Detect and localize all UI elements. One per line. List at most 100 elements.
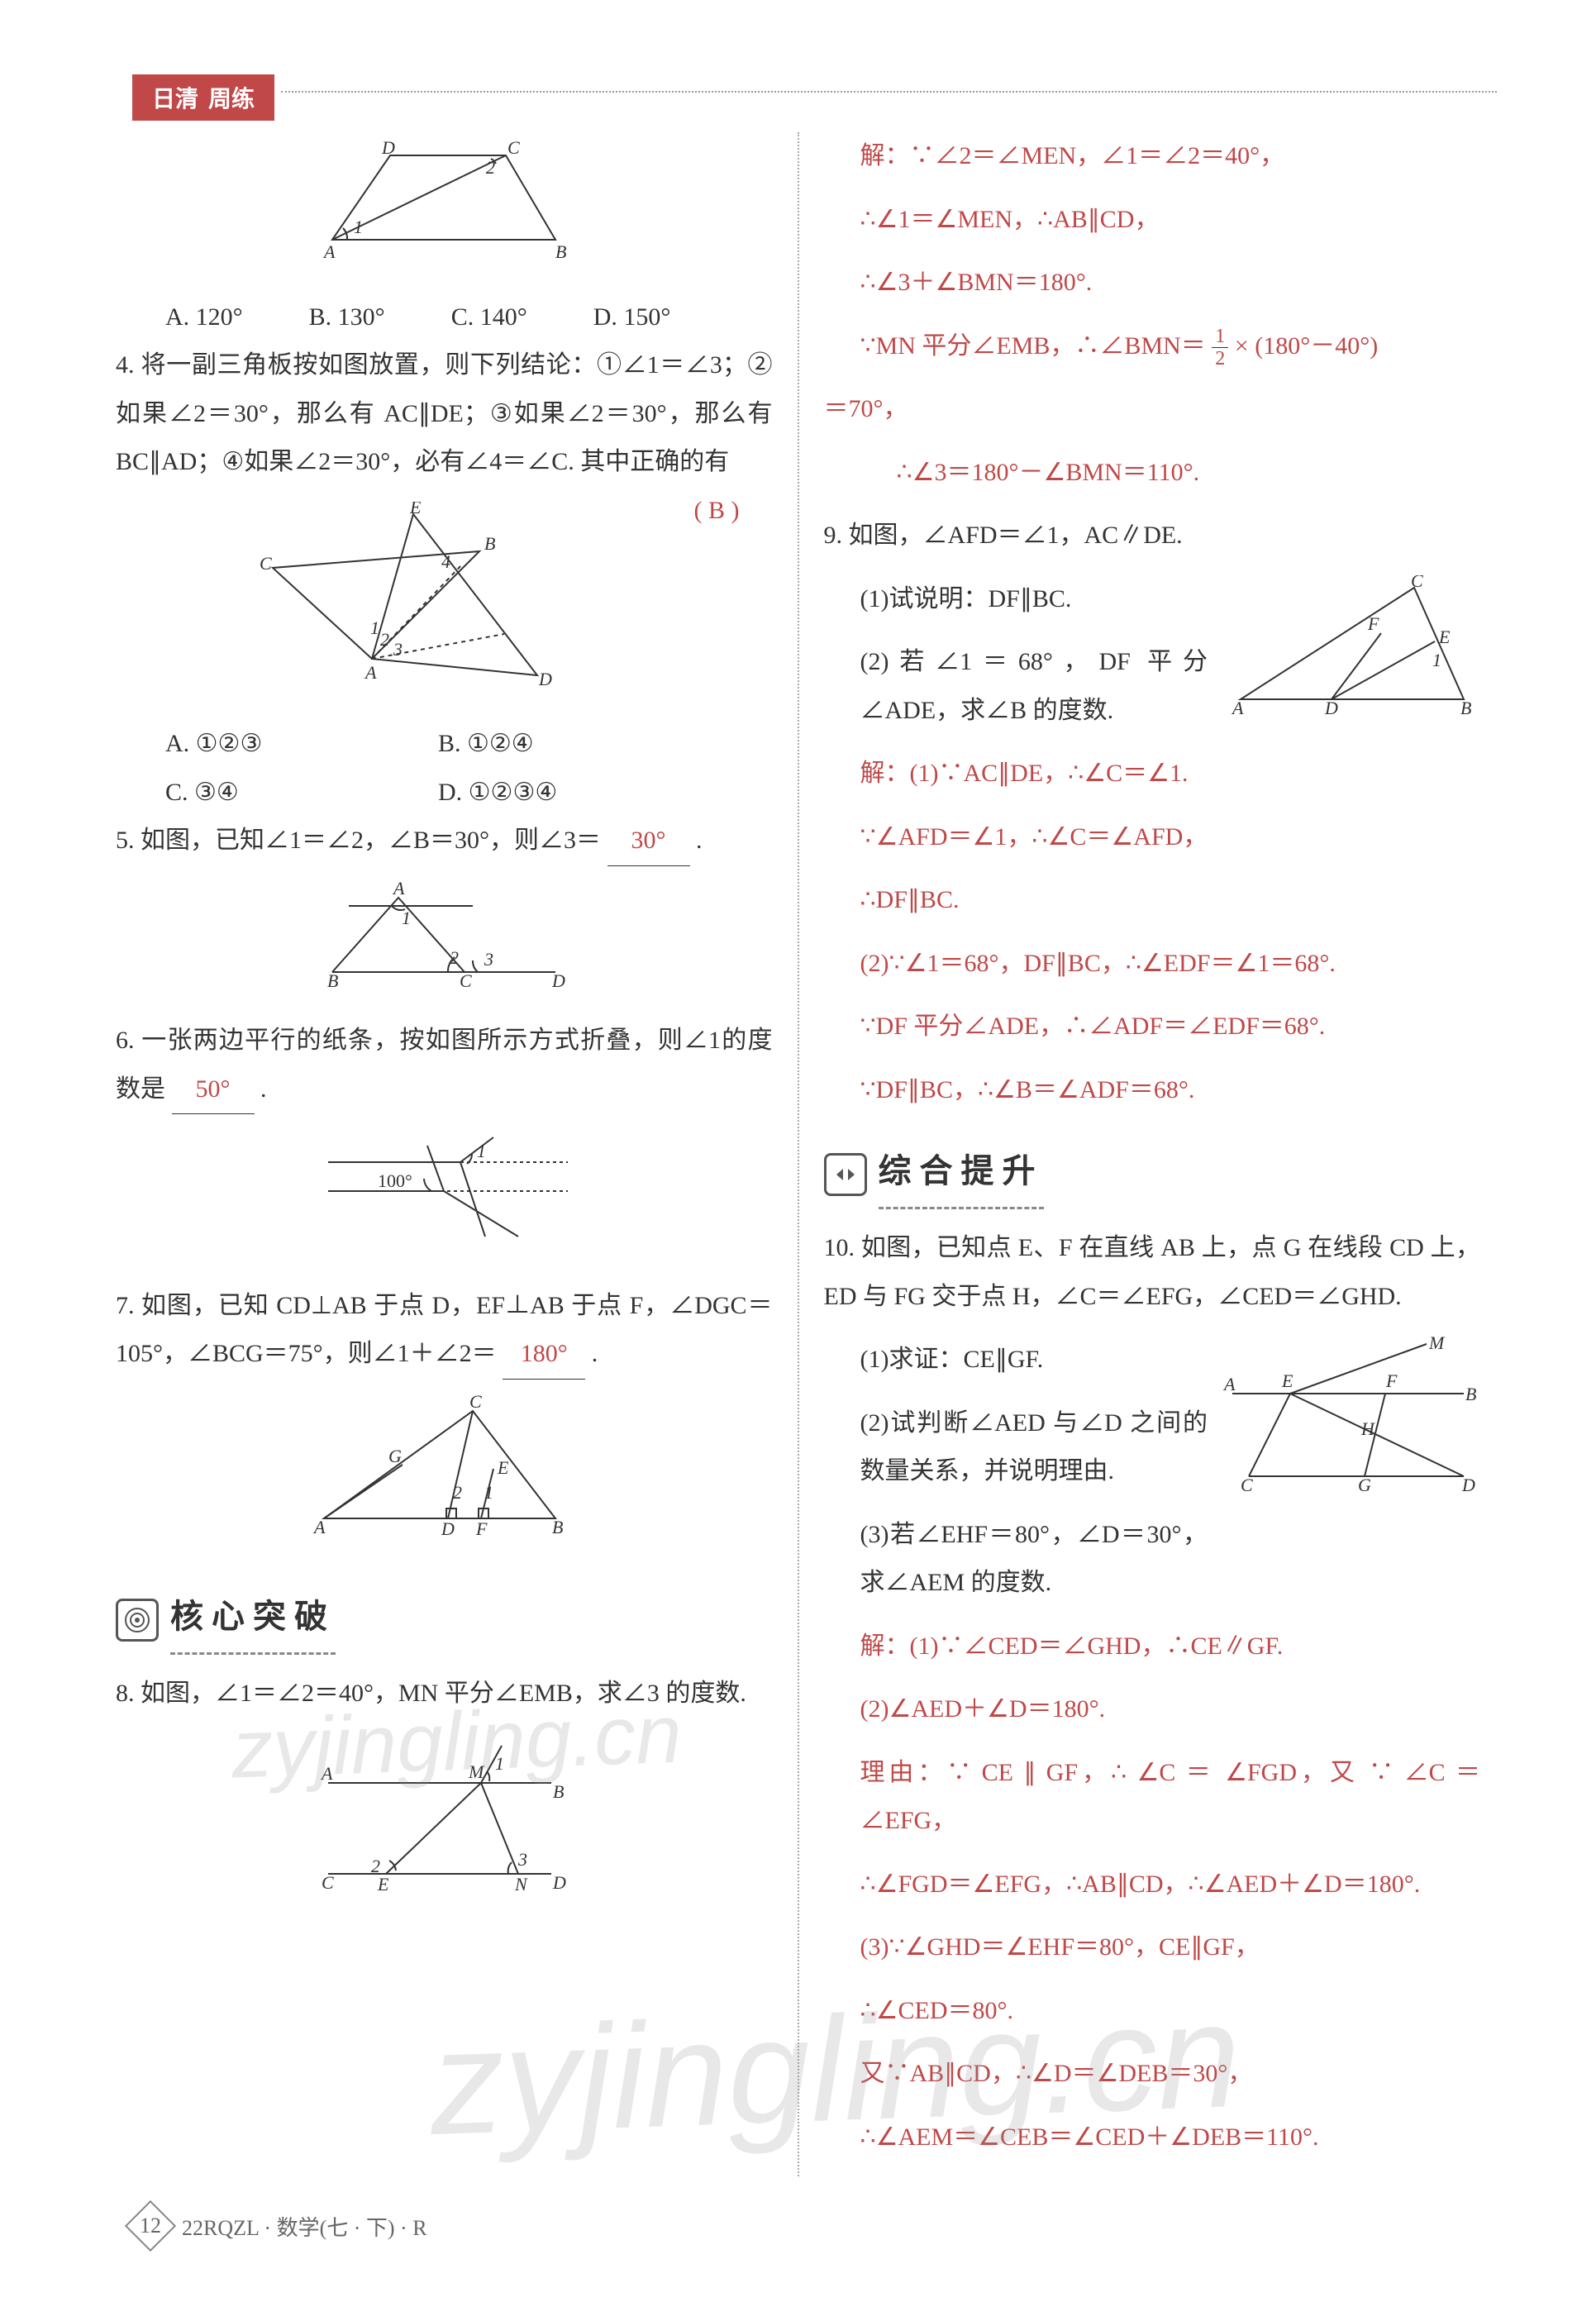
svg-text:4: 4 [441, 551, 450, 572]
q9-sol-6: ∵DF∥BC，∴∠B＝∠ADF＝68°. [824, 1066, 1481, 1115]
svg-text:2: 2 [371, 1856, 380, 1876]
q7: 7. 如图，已知 CD⊥AB 于点 D，EF⊥AB 于点 F，∠DGC＝105°… [116, 1282, 773, 1380]
svg-text:100°: 100° [378, 1170, 412, 1191]
q8-sol-2: ∴∠1＝∠MEN，∴AB∥CD， [824, 196, 1481, 245]
q6-svg: 100° 1 [303, 1129, 584, 1253]
svg-text:D: D [1324, 698, 1338, 716]
svg-text:A: A [392, 881, 405, 898]
header-dotline [281, 91, 1497, 93]
left-column: A B C D 1 2 A. 120° B. 130° C. 140° D. 150°… [99, 132, 799, 2176]
q7-answer: 180° [503, 1330, 585, 1380]
q7-text: 7. 如图，已知 CD⊥AB 于点 D，EF⊥AB 于点 F，∠DGC＝105°… [116, 1292, 773, 1368]
q5-text: 5. 如图，已知∠1＝∠2，∠B＝30°，则∠3＝ [116, 827, 601, 854]
svg-text:1: 1 [477, 1141, 486, 1161]
q8-diagram: AB CD EM N 1 2 3 [116, 1733, 773, 1916]
q4: 4. 将一副三角板按如图放置，则下列结论：①∠1＝∠3；②如果∠2＝30°，那么… [116, 341, 773, 487]
svg-text:D: D [538, 669, 552, 689]
svg-text:C: C [460, 970, 472, 989]
svg-text:2: 2 [450, 947, 459, 968]
q6: 6. 一张两边平行的纸条，按如图所示方式折叠，则∠1的度数是 50° . [116, 1017, 773, 1114]
svg-text:C: C [260, 553, 272, 574]
section-core: 核心突破 [116, 1585, 773, 1655]
q3-choices: A. 120° B. 130° C. 140° D. 150° [116, 293, 773, 342]
frac-num: 1 [1212, 326, 1228, 348]
svg-text:E: E [1281, 1370, 1293, 1391]
q4-choices-row2: C. ③④ D. ①②③④ [165, 769, 773, 817]
svg-text:D: D [551, 970, 565, 989]
svg-text:1: 1 [354, 217, 363, 237]
svg-text:1: 1 [402, 908, 411, 928]
svg-text:G: G [1358, 1475, 1371, 1493]
q7-diagram: AB CD EF G 21 [116, 1394, 773, 1561]
svg-text:F: F [475, 1518, 488, 1539]
q8-svg: AB CD EM N 1 2 3 [303, 1733, 584, 1899]
q6-suffix: . [260, 1075, 267, 1103]
svg-text:B: B [552, 1517, 563, 1537]
svg-text:B: B [327, 970, 338, 989]
svg-text:B: B [553, 1781, 564, 1802]
q4-choice-d: D. ①②③④ [438, 769, 711, 817]
q4-choice-a: A. ①②③ [165, 720, 438, 769]
q5-diagram: A B C D 1 2 3 [116, 881, 773, 1006]
frac-den: 2 [1212, 348, 1228, 369]
svg-text:1: 1 [495, 1753, 504, 1774]
q10-sol-7: 又∵AB∥CD，∴∠D＝∠DEB＝30°， [824, 2050, 1481, 2099]
q10-sol-2: (2)∠AED＋∠D＝180°. [824, 1685, 1481, 1734]
q10-block: AB CD EF GH M (1)求证：CE∥GF. (2)试判断∠AED 与∠… [824, 1336, 1481, 1623]
q9-diagram: AB CD EF 1 [1216, 575, 1480, 733]
arrows-icon [824, 1153, 867, 1196]
section-comp: 综合提升 [824, 1139, 1481, 1209]
q10-sol-4: ∴∠FGD＝∠EFG，∴AB∥CD，∴∠AED＋∠D＝180°. [824, 1861, 1481, 1909]
svg-text:B: B [1460, 698, 1471, 716]
svg-text:A: A [364, 662, 377, 683]
q9-sol-3: ∴DF∥BC. [824, 876, 1481, 925]
page: 日清 周练 AB CD 12 [0, 0, 1596, 2302]
q4-text: 4. 将一副三角板按如图放置，则下列结论：①∠1＝∠3；②如果∠2＝30°，那么… [116, 351, 773, 475]
svg-text:3: 3 [393, 639, 403, 660]
q9-block: AB CD EF 1 (1)试说明：DF∥BC. (2)若∠1＝68°，DF 平… [824, 575, 1481, 751]
svg-text:1: 1 [484, 1482, 493, 1503]
q8-sol-1: 解：∵∠2＝∠MEN，∠1＝∠2＝40°， [824, 132, 1481, 181]
header-badge: 日清 周练 [132, 74, 274, 121]
svg-text:A: A [322, 241, 336, 262]
q10-diagram: AB CD EF GH M [1216, 1336, 1480, 1510]
q10-sol-1: 解：(1)∵∠CED＝∠GHD，∴CE∥GF. [824, 1623, 1481, 1671]
q9-sol-1: 解：(1)∵AC∥DE，∴∠C＝∠1. [824, 750, 1481, 798]
svg-text:C: C [1411, 575, 1423, 591]
svg-text:M: M [468, 1761, 485, 1782]
svg-text:E: E [409, 502, 422, 517]
section-comp-title: 综合提升 [879, 1139, 1044, 1209]
q10-sol-8: ∴∠AEM＝∠CEB＝∠CED＋∠DEB＝110°. [824, 2114, 1481, 2162]
q9-sol-2: ∵∠AFD＝∠1，∴∠C＝∠AFD， [824, 813, 1481, 862]
section-core-title: 核心突破 [170, 1585, 336, 1655]
q4-answer: ( B ) [694, 487, 740, 536]
q3-diagram: AB CD 12 [116, 141, 773, 282]
q7-svg: AB CD EF G 21 [307, 1394, 580, 1543]
footer: 12 22RQZL · 数学(七 · 下) · R [132, 2208, 427, 2244]
svg-text:A: A [312, 1517, 326, 1537]
q8-sol-6: ∴∠3＝180°－∠BMN＝110°. [824, 449, 1481, 498]
svg-text:D: D [1461, 1475, 1475, 1493]
svg-text:3: 3 [517, 1849, 527, 1870]
svg-text:1: 1 [1432, 650, 1441, 670]
q4-diagram: AB CD E 12 34 [116, 502, 773, 709]
svg-text:H: H [1360, 1418, 1375, 1439]
svg-text:A: A [320, 1763, 333, 1784]
svg-text:C: C [1241, 1475, 1253, 1493]
svg-text:C: C [507, 141, 520, 158]
svg-text:2: 2 [486, 157, 495, 178]
page-number: 12 [140, 2214, 161, 2238]
columns: AB CD 12 A. 120° B. 130° C. 140° D. 150°… [99, 132, 1497, 2176]
q4-choices: A. ①②③ B. ①②④ C. ③④ D. ①②③④ [116, 720, 773, 817]
svg-text:D: D [552, 1872, 566, 1893]
svg-text:B: B [1465, 1384, 1476, 1404]
svg-text:3: 3 [484, 949, 493, 970]
svg-text:E: E [497, 1457, 509, 1478]
q10-sol-6: ∴∠CED＝80°. [824, 1987, 1481, 2036]
q6-answer: 50° [172, 1065, 255, 1115]
q10-3: (3)若∠EHF＝80°，∠D＝30°，求∠AEM 的度数. [824, 1511, 1481, 1608]
q5: 5. 如图，已知∠1＝∠2，∠B＝30°，则∠3＝ 30° . [116, 817, 773, 866]
q8-sol-3: ∴∠3＋∠BMN＝180°. [824, 259, 1481, 307]
q5-svg: A B C D 1 2 3 [307, 881, 580, 989]
q6-diagram: 100° 1 [116, 1129, 773, 1270]
